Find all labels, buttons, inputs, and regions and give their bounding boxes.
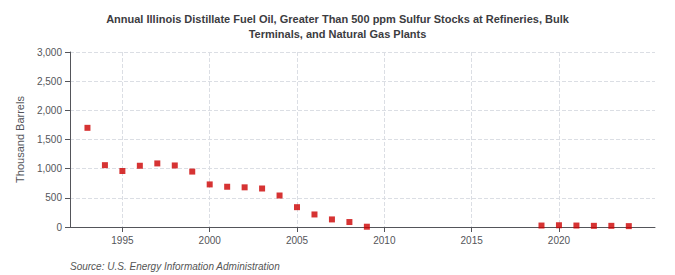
- svg-text:0: 0: [56, 222, 62, 233]
- svg-text:1,000: 1,000: [37, 163, 62, 174]
- svg-text:1995: 1995: [111, 235, 134, 246]
- svg-text:2,500: 2,500: [37, 76, 62, 87]
- svg-text:Annual Illinois Distillate Fue: Annual Illinois Distillate Fuel Oil, Gre…: [106, 13, 570, 25]
- svg-text:2015: 2015: [461, 235, 484, 246]
- svg-text:1,500: 1,500: [37, 134, 62, 145]
- svg-text:Thousand Barrels: Thousand Barrels: [14, 96, 26, 183]
- svg-text:2010: 2010: [373, 235, 396, 246]
- svg-text:2000: 2000: [199, 235, 222, 246]
- svg-text:2005: 2005: [286, 235, 309, 246]
- svg-text:2020: 2020: [548, 235, 571, 246]
- svg-text:Terminals, and Natural Gas Pla: Terminals, and Natural Gas Plants: [249, 28, 427, 40]
- svg-text:500: 500: [45, 192, 62, 203]
- svg-text:Source: U.S. Energy Informatio: Source: U.S. Energy Information Administ…: [70, 261, 280, 272]
- svg-text:2,000: 2,000: [37, 105, 62, 116]
- svg-text:3,000: 3,000: [37, 47, 62, 58]
